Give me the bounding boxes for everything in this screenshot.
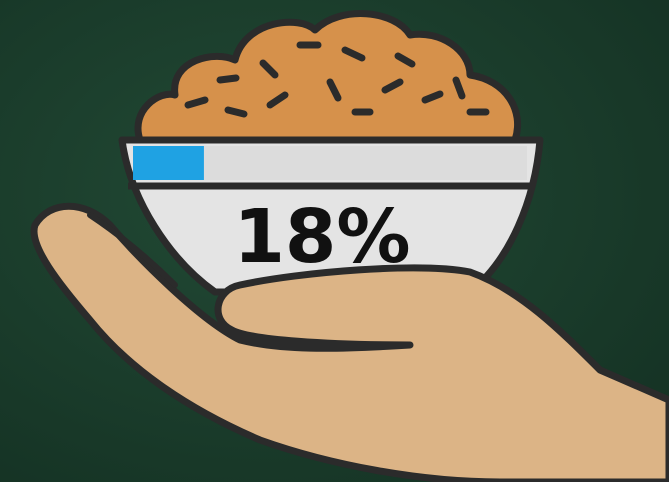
finger-line <box>87 212 178 288</box>
rice-grains <box>184 41 490 118</box>
hand <box>30 202 669 482</box>
progress-fill <box>133 146 204 180</box>
